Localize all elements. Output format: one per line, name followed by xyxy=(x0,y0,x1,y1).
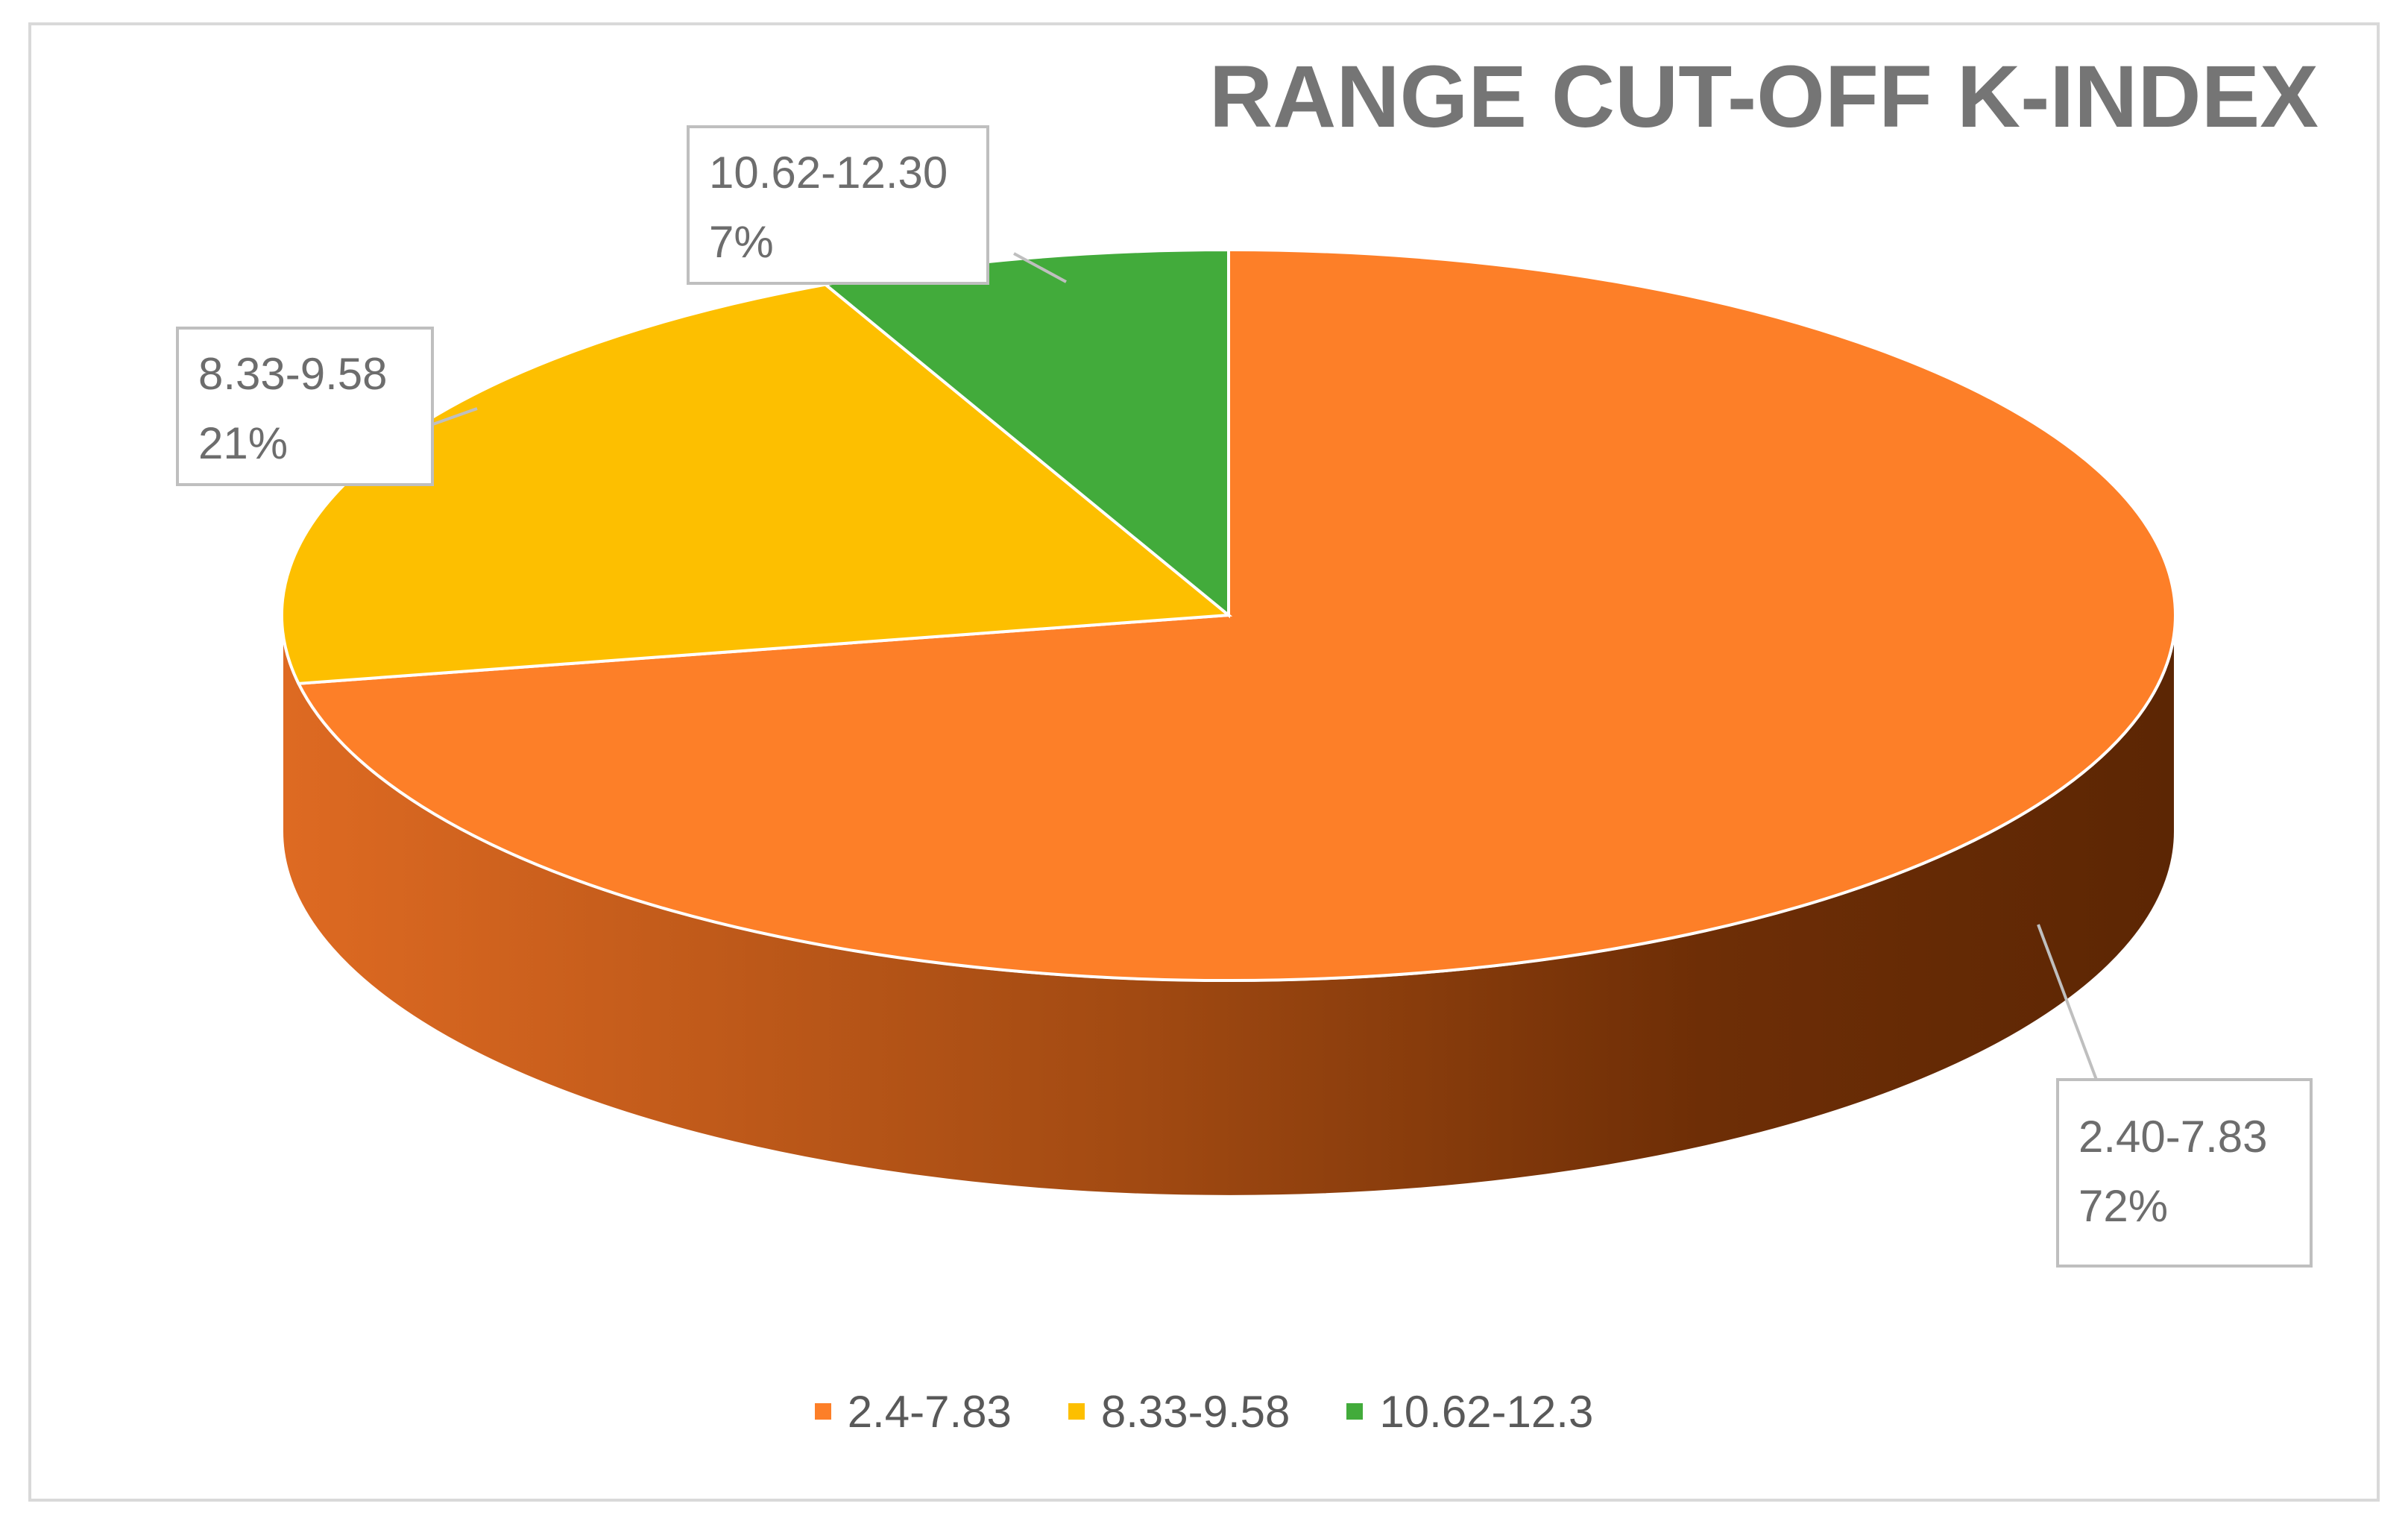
data-label-category-1: 2.40-7.83 xyxy=(2078,1112,2268,1162)
data-label-leader-2 xyxy=(430,407,478,426)
data-label-leader-3 xyxy=(1013,252,1067,283)
legend-label-2: 8.33-9.58 xyxy=(1100,1386,1290,1437)
data-label-category-2: 8.33-9.58 xyxy=(198,349,388,399)
legend-swatch-orange xyxy=(814,1403,831,1420)
chart-title: RANGE CUT-OFF K-INDEX xyxy=(1208,48,2319,146)
legend-item-2: 8.33-9.58 xyxy=(1068,1386,1290,1438)
legend: 2.4-7.83 8.33-9.58 10.62-12.3 xyxy=(0,1378,2408,1445)
legend-label-1: 2.4-7.83 xyxy=(847,1386,1012,1437)
data-label-box-1 xyxy=(2056,1078,2313,1268)
data-label-percent-1: 72% xyxy=(2078,1181,2168,1231)
data-label-box-3 xyxy=(687,125,989,285)
data-label-category-3: 10.62-12.30 xyxy=(709,148,948,198)
data-label-percent-3: 7% xyxy=(709,217,774,267)
data-label-leader-1 xyxy=(2037,924,2098,1080)
legend-item-1: 2.4-7.83 xyxy=(814,1386,1012,1438)
legend-swatch-yellow xyxy=(1068,1403,1085,1420)
pie-slice-2-4-7-83 xyxy=(296,248,2177,982)
legend-item-3: 10.62-12.3 xyxy=(1346,1386,1593,1438)
data-label-percent-2: 21% xyxy=(198,418,288,468)
data-label-box-2 xyxy=(176,327,434,486)
legend-label-3: 10.62-12.3 xyxy=(1379,1386,1594,1437)
legend-swatch-green xyxy=(1346,1403,1364,1420)
